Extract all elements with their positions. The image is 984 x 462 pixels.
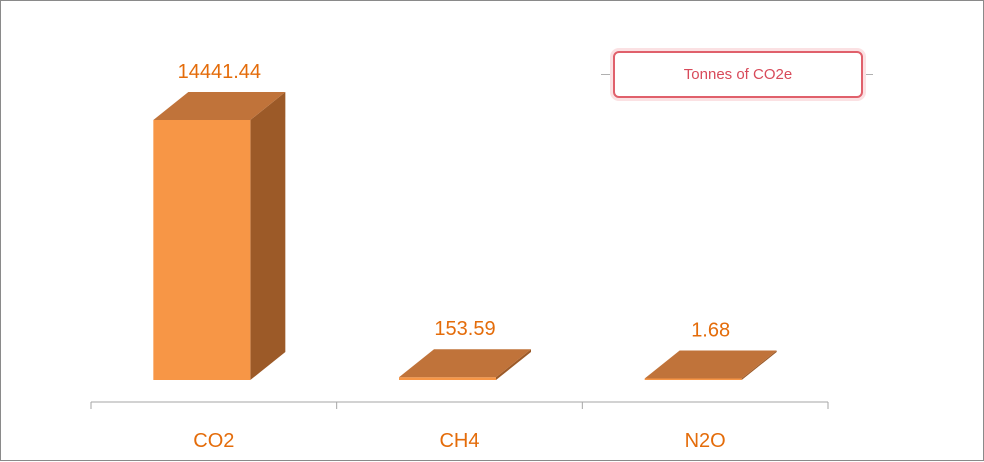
- bar-side-face: [741, 350, 777, 380]
- bar: [644, 378, 742, 380]
- x-tick-label: CO2: [193, 430, 234, 452]
- x-tick-label: N2O: [685, 430, 726, 452]
- data-label: 14441.44: [178, 61, 261, 83]
- legend-label: Tonnes of CO2e: [683, 66, 793, 83]
- bar: [153, 120, 251, 380]
- bar-side-face: [496, 349, 531, 380]
- bar-side-face: [250, 92, 286, 380]
- bar-top-face: [153, 92, 286, 120]
- data-label: 1.68: [691, 320, 730, 342]
- legend-box: Tonnes of CO2e: [613, 51, 863, 98]
- data-label: 153.59: [434, 318, 495, 340]
- bar-top-face: [399, 349, 531, 378]
- x-tick-label: CH4: [439, 430, 479, 452]
- bar: [399, 377, 496, 380]
- bar-top-face: [644, 350, 777, 379]
